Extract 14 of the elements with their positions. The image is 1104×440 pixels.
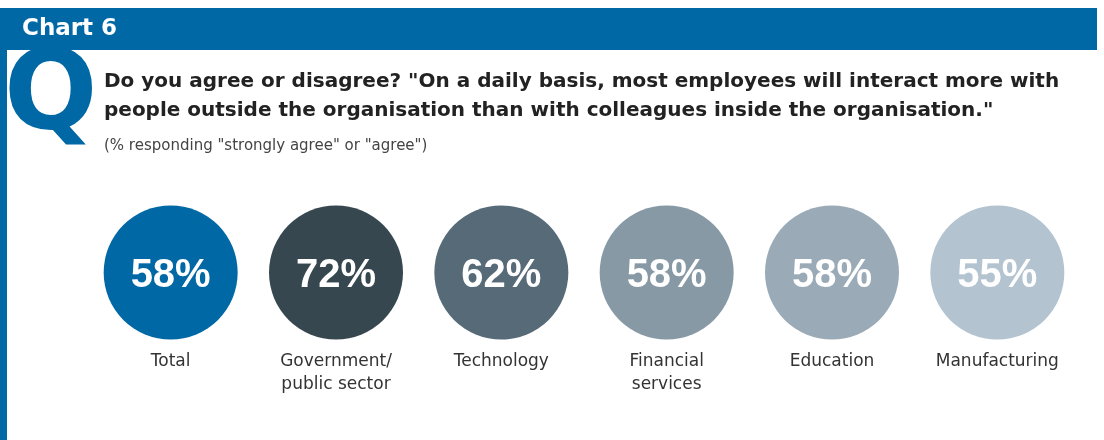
data-label: 62% [461, 250, 542, 295]
text: Do you agree or disagree? "On a daily basis, most employees will interact more with people outside the organisation than with colleagues inside the organisation." [104, 67, 1061, 123]
data-label: 72% [295, 250, 377, 295]
text: (% responding "strongly agree" or "agree") [104, 136, 428, 154]
category-label: Total [149, 350, 191, 370]
category-label: Education [789, 350, 875, 370]
category-label: Technology [452, 350, 549, 370]
category-label: Government/ public sector [280, 350, 393, 393]
data-label: 58% [130, 250, 211, 295]
category-label: Financial services [629, 350, 704, 393]
data-label: 55% [957, 250, 1038, 295]
category-label: Manufacturing [935, 350, 1059, 370]
data-label: 58% [626, 250, 707, 295]
data-label: 58% [791, 250, 873, 295]
